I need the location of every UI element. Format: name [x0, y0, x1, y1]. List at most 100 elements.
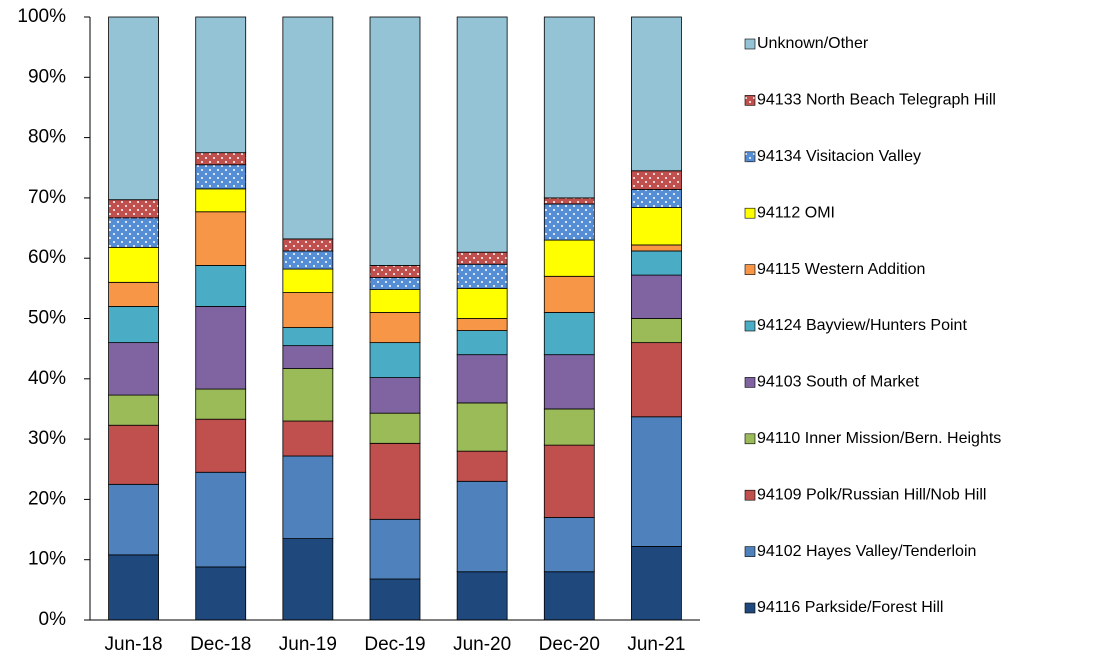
x-tick-label: Dec-19 [364, 634, 425, 655]
bar-segment [282, 538, 334, 621]
y-tick-label: 80% [28, 127, 66, 148]
legend-label: 94112 OMI [757, 204, 835, 221]
legend-label: 94102 Hayes Valley/Tenderloin [757, 543, 976, 560]
bar-segment [631, 342, 682, 418]
y-tick-label: 30% [28, 428, 66, 449]
bar-segment [456, 287, 508, 319]
bar-segment [108, 424, 159, 485]
legend-swatch [744, 207, 756, 219]
legend-swatch [744, 489, 756, 501]
y-tick-label: 60% [28, 247, 66, 268]
bar-segment [282, 250, 334, 270]
bar-segment [456, 330, 508, 356]
x-tick-label: Dec-18 [190, 634, 251, 655]
legend-label: 94109 Polk/Russian Hill/Nob Hill [757, 486, 986, 503]
bar-segment [282, 455, 334, 539]
bar-segment [282, 420, 334, 457]
bar-segment [456, 571, 508, 621]
legend-label: 94134 Visitacion Valley [757, 148, 921, 165]
y-tick-label: 100% [17, 6, 66, 27]
bar-segment [108, 483, 159, 556]
bar-segment [108, 246, 159, 283]
legend-label: 94115 Western Addition [757, 261, 925, 278]
bar-segment [543, 203, 595, 241]
bar-segment [369, 16, 421, 266]
bar-segment [543, 408, 595, 446]
bar-segment [369, 289, 421, 313]
x-tick-label: Jun-21 [627, 634, 685, 655]
bar-segment [543, 354, 595, 410]
legend-swatch [744, 95, 756, 106]
bar-segment [282, 345, 334, 369]
y-tick-label: 70% [28, 187, 66, 208]
bar-segment [108, 394, 159, 426]
bar-segment [369, 265, 421, 278]
bar-segment [543, 444, 595, 518]
bar-segment [282, 292, 334, 328]
bar-segment [456, 480, 508, 573]
bar-segment [195, 16, 247, 154]
legend-swatch [744, 377, 756, 388]
bar-segment [195, 566, 247, 621]
legend-swatch [744, 151, 756, 163]
x-tick-label: Dec-20 [539, 634, 600, 655]
bar-segment [631, 244, 682, 252]
bar-segment [631, 170, 682, 190]
legend-label: 94116 Parkside/Forest Hill [757, 599, 943, 616]
bar-segment [369, 342, 421, 378]
bar-segment [369, 312, 421, 344]
legend-swatch [744, 264, 756, 275]
bar-segment [369, 377, 421, 414]
bar-segment [631, 207, 682, 246]
bar-segment [195, 471, 247, 568]
bar-segment [369, 277, 421, 290]
bar-segment [543, 197, 595, 205]
bar-segment [195, 265, 247, 307]
bar-segment [195, 211, 247, 266]
bar-segment [631, 250, 682, 276]
legend-label: 94103 South of Market [757, 374, 919, 391]
bar-segment [369, 578, 421, 621]
bar-segment [195, 164, 247, 190]
y-tick-label: 0% [39, 609, 67, 630]
bar-segment [108, 199, 159, 219]
legend-swatch [744, 602, 756, 614]
legend-label: 94124 Bayview/Hunters Point [757, 317, 967, 334]
bar-segment [282, 268, 334, 293]
legend-label: 94133 North Beach Telegraph Hill [757, 92, 996, 109]
bar-segment [631, 16, 682, 172]
legend-swatch [744, 546, 756, 557]
bar-segment [108, 217, 159, 248]
bar-segment [543, 275, 595, 313]
bar-segment [108, 554, 159, 621]
x-tick-label: Jun-19 [279, 634, 337, 655]
bar-segment [282, 238, 334, 252]
bar-segment [282, 16, 334, 240]
bar-segment [543, 16, 595, 199]
bar-segment [108, 306, 159, 344]
bar-segment [631, 318, 682, 344]
legend-swatch [744, 38, 756, 50]
bar-segment [369, 412, 421, 444]
bar-segment [543, 571, 595, 621]
bar-segment [631, 189, 682, 208]
bar-segment [456, 263, 508, 289]
bar-segment [282, 368, 334, 422]
bar-segment [108, 281, 159, 307]
bar-segment [195, 152, 247, 166]
bar-segment [631, 416, 682, 547]
bar-segment [195, 306, 247, 390]
bar-segment [456, 402, 508, 452]
bar-segment [631, 274, 682, 319]
bar-segment [195, 388, 247, 420]
y-tick-label: 50% [28, 308, 66, 329]
y-tick-label: 10% [28, 549, 66, 570]
legend-label: 94110 Inner Mission/Bern. Heights [757, 430, 1001, 447]
bar-segment [369, 442, 421, 520]
bar-segment [631, 546, 682, 621]
bar-segment [108, 16, 159, 201]
legend-swatch [744, 320, 756, 332]
x-tick-label: Jun-18 [105, 634, 163, 655]
bar-segment [543, 517, 595, 573]
